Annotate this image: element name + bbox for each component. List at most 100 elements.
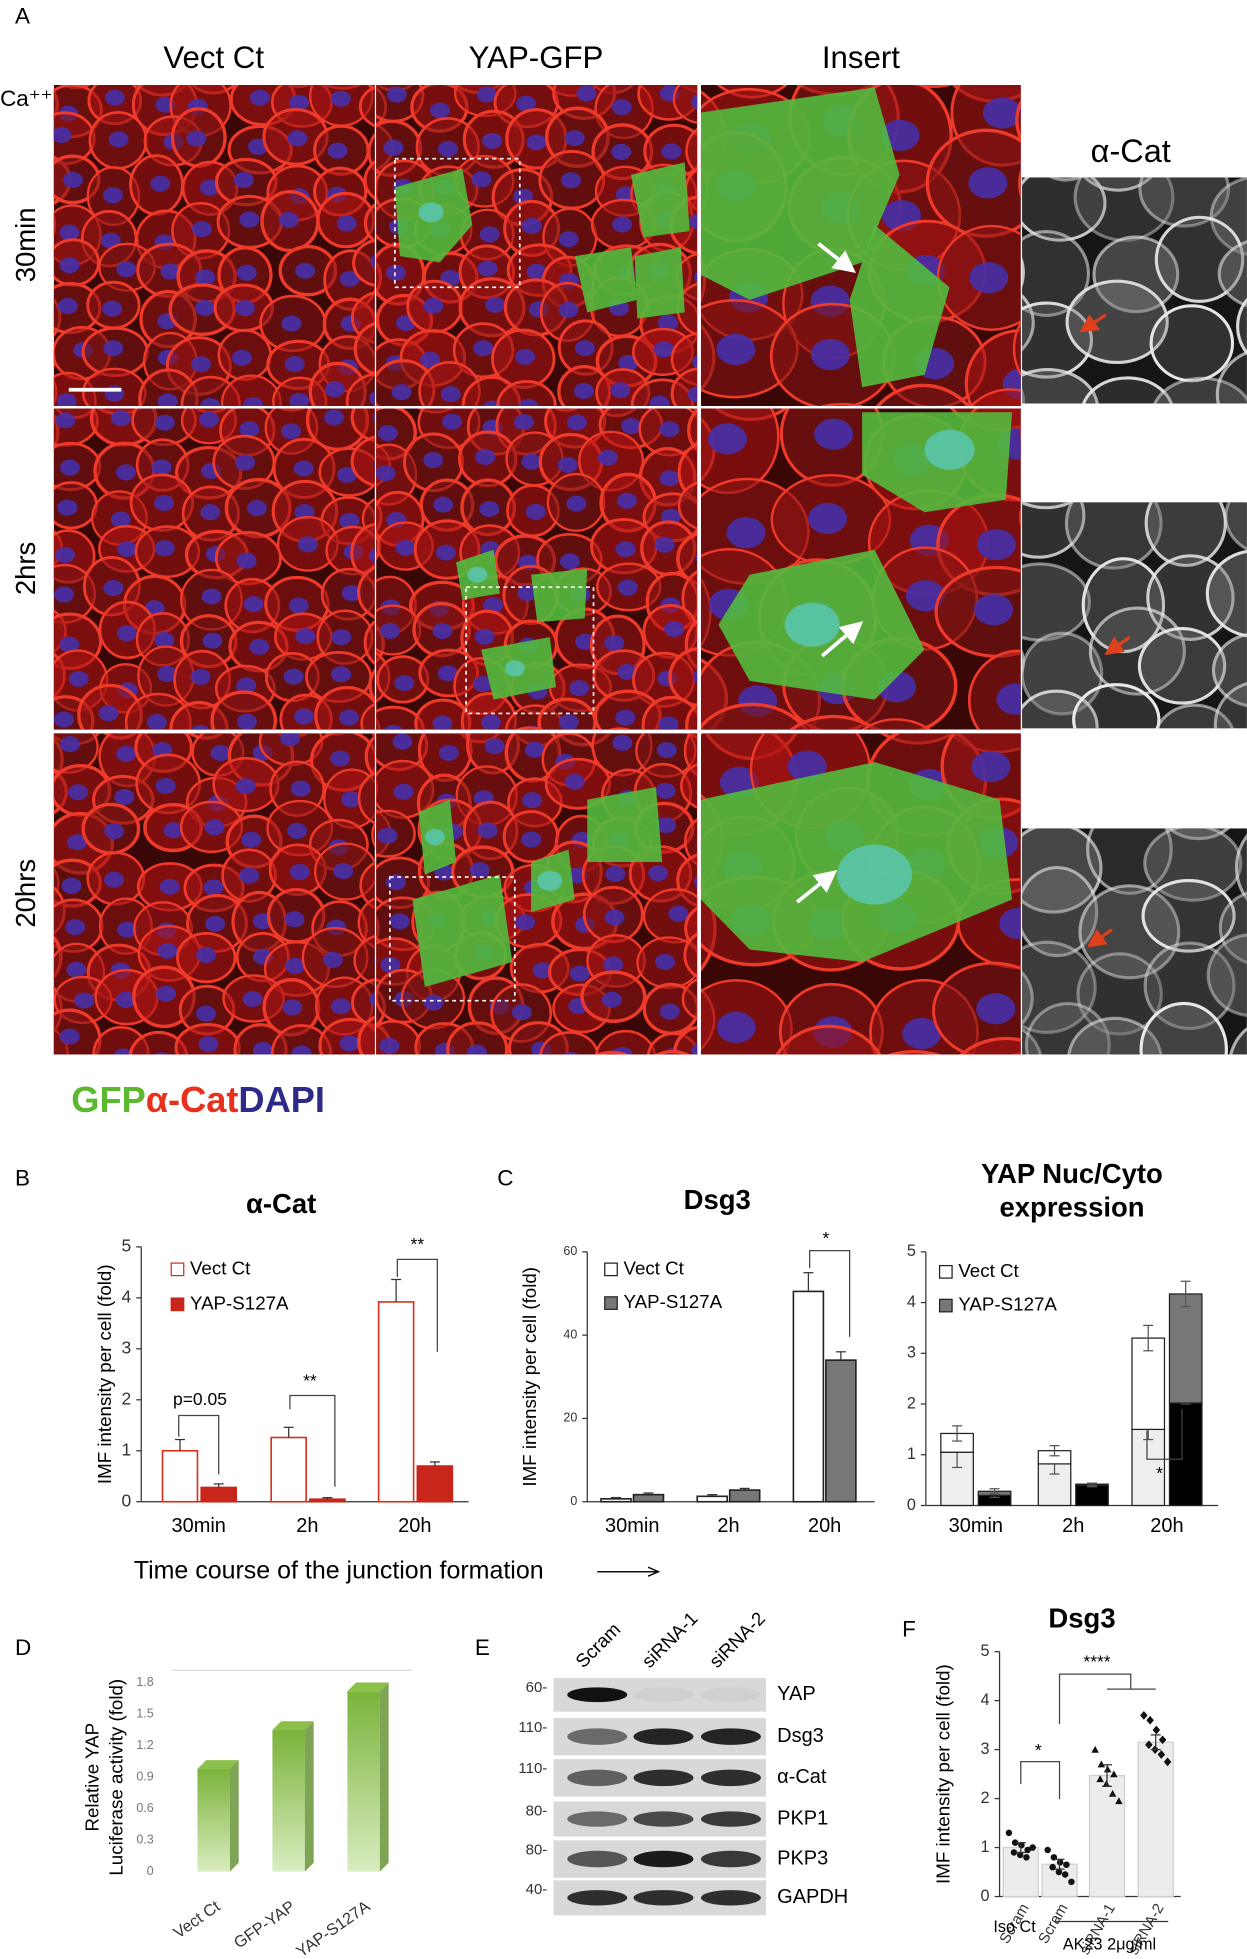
cell: [969, 388, 1021, 407]
nucleus: [289, 863, 310, 880]
cell: [1081, 376, 1174, 404]
nucleus: [241, 831, 262, 848]
nucleus: [100, 232, 121, 249]
cell: [1022, 562, 1092, 642]
nucleus: [59, 459, 80, 476]
nucleus: [392, 733, 413, 750]
nucleus: [1063, 15, 1102, 46]
nucleus: [327, 142, 348, 159]
cell: [210, 690, 278, 730]
cell: [861, 718, 932, 730]
nucleus: [658, 716, 679, 730]
nucleus: [278, 211, 299, 228]
bar: [792, 1290, 825, 1503]
nucleus: [195, 269, 216, 286]
cell: [353, 934, 375, 986]
chart-title: expression: [999, 1192, 1144, 1223]
point: [1145, 1740, 1153, 1750]
gfp-cell: [574, 247, 638, 313]
nucleus: [18, 427, 38, 443]
micrograph: [376, 84, 698, 407]
legend-label: YAP-S127A: [958, 1294, 1057, 1315]
nucleus: [231, 349, 252, 366]
nucleus: [726, 517, 766, 549]
cell: [1160, 92, 1244, 174]
cell: [0, 697, 50, 755]
bar: [377, 1301, 415, 1503]
nucleus: [604, 909, 625, 926]
nucleus: [53, 127, 72, 143]
cell: [1086, 828, 1173, 895]
cell: [1022, 649, 1025, 676]
nucleus: [692, 669, 698, 684]
nucleus: [437, 141, 458, 158]
bar: [272, 1730, 305, 1872]
nucleus: [603, 956, 624, 973]
y-tick-label: 4: [981, 1691, 990, 1709]
cell: [324, 1067, 377, 1119]
bar: [632, 1493, 665, 1503]
gfp-cell: [700, 87, 900, 300]
nucleus: [692, 354, 698, 369]
cell: [1141, 879, 1236, 953]
nucleus: [369, 1084, 389, 1100]
cell: [1143, 828, 1243, 902]
nucleus: [569, 680, 590, 697]
nucleus: [385, 874, 406, 891]
y-tick-label: 4: [122, 1286, 132, 1306]
nucleus: [108, 131, 129, 148]
cell: [0, 815, 49, 863]
protein-label: Dsg3: [777, 1725, 824, 1747]
cell: [84, 30, 140, 81]
mw-marker: 80-: [526, 1841, 548, 1858]
image-bg: [1022, 177, 1247, 404]
cell: [594, 1029, 657, 1055]
nucleus: [280, 733, 301, 747]
nucleus: [201, 588, 222, 605]
nucleus: [368, 548, 375, 564]
cell: [323, 84, 362, 90]
cell: [683, 818, 698, 866]
nucleus: [27, 671, 47, 687]
nucleus: [369, 391, 375, 406]
cell: [368, 668, 375, 704]
nucleus: [380, 956, 401, 973]
nucleus: [290, 49, 310, 65]
mw-marker: 80-: [526, 1803, 548, 1820]
cell: [1151, 744, 1240, 823]
nucleus: [983, 1070, 1022, 1101]
legend-label: YAP-S127A: [624, 1291, 723, 1312]
cell: [1022, 502, 1074, 510]
nucleus: [599, 1075, 619, 1091]
point: [1091, 1745, 1099, 1753]
nucleus: [688, 213, 698, 230]
nucleus: [597, 449, 618, 466]
nucleus: [521, 453, 542, 470]
nucleus: [116, 625, 137, 642]
nucleus: [324, 409, 345, 426]
point: [1152, 1725, 1161, 1735]
nucleus: [574, 340, 595, 357]
nucleus: [442, 413, 463, 430]
nucleus: [385, 264, 406, 281]
x-tick-label: 30min: [172, 1515, 226, 1537]
band: [567, 1850, 628, 1868]
nucleus: [695, 554, 698, 563]
cell: [1022, 301, 1093, 379]
nucleus: [557, 456, 578, 473]
band: [700, 1850, 761, 1868]
nucleus: [482, 132, 503, 149]
nucleus: [374, 54, 394, 70]
gfp-nucleus: [924, 429, 975, 470]
chart-title: Dsg3: [1048, 1603, 1115, 1634]
bar: [200, 1486, 238, 1503]
cell: [1076, 1066, 1169, 1151]
significance-bracket: [1058, 1673, 1156, 1725]
nucleus: [716, 1011, 756, 1044]
cell: [1037, 0, 1136, 87]
nucleus: [814, 418, 854, 450]
nucleus: [155, 985, 176, 1002]
nucleus: [558, 231, 579, 248]
nucleus: [56, 393, 77, 407]
ca-label: Ca⁺⁺: [0, 86, 52, 111]
